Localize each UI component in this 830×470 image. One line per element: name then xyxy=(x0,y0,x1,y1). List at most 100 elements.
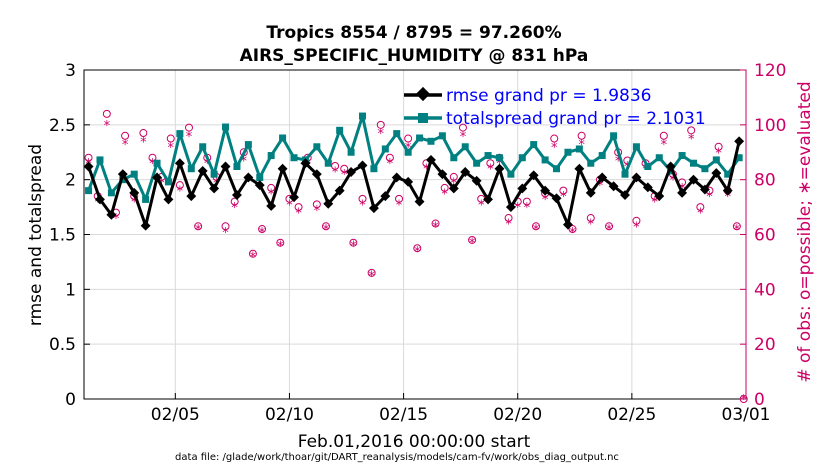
obs-possible-point xyxy=(340,164,349,173)
totalspread-point xyxy=(678,152,686,160)
obs-evaluated-point: * xyxy=(615,154,622,169)
rmse-line xyxy=(87,140,741,228)
obs-possible-point xyxy=(248,249,257,258)
legend-rmse-marker xyxy=(415,86,431,102)
obs-evaluated-point: * xyxy=(387,157,394,172)
obs-evaluated-point: * xyxy=(441,187,448,202)
rmse-point xyxy=(346,167,357,177)
totalspread-point xyxy=(358,112,366,120)
totalspread-point xyxy=(712,156,720,164)
totalspread-point xyxy=(427,137,435,145)
obs-evaluated-point: * xyxy=(286,198,293,213)
obs-evaluated-point: * xyxy=(651,196,658,211)
obs-possible-point xyxy=(121,131,130,140)
obs-possible-point xyxy=(449,172,458,181)
totalspread-point xyxy=(96,156,104,164)
obs-evaluated-point: * xyxy=(734,223,741,238)
rmse-point xyxy=(323,198,334,209)
obs-evaluated-point: * xyxy=(378,127,385,142)
obs-possible-point xyxy=(367,268,376,277)
rmse-point xyxy=(699,184,710,195)
obs-evaluated-point: * xyxy=(222,226,229,241)
totalspread-point xyxy=(210,170,218,178)
totalspread-point xyxy=(142,195,150,203)
obs-possible-point xyxy=(568,225,577,234)
rmse-point xyxy=(414,196,425,207)
obs-possible-point xyxy=(166,134,175,143)
obs-possible-point xyxy=(468,235,477,244)
obs-evaluated-point: * xyxy=(740,393,747,408)
rmse-point xyxy=(551,193,562,204)
obs-evaluated-point: * xyxy=(560,190,567,205)
totalspread-point xyxy=(735,154,743,162)
rmse-point xyxy=(266,201,277,211)
rmse-point xyxy=(437,169,448,180)
left-y-tick-label: 1.5 xyxy=(49,226,76,246)
rmse-point xyxy=(129,187,140,198)
obs-evaluated-point: * xyxy=(122,138,129,153)
obs-possible-point xyxy=(221,222,230,231)
obs-evaluated-point: * xyxy=(368,270,375,285)
rmse-point xyxy=(334,185,345,196)
totalspread-point xyxy=(701,165,709,173)
obs-evaluated-point: * xyxy=(551,141,558,156)
rmse-point xyxy=(95,194,105,205)
obs-possible-point xyxy=(504,214,513,223)
rmse-point xyxy=(311,169,322,180)
chart-title-line1: Tropics 8554 / 8795 = 97.260% xyxy=(266,23,561,43)
obs-evaluated-point: * xyxy=(697,207,704,222)
obs-evaluated-point: * xyxy=(505,218,512,233)
rmse-point xyxy=(642,182,653,193)
obs-evaluated-point: * xyxy=(688,133,695,148)
legend: rmse grand pr = 1.9836 totalspread grand… xyxy=(404,86,706,129)
obs-evaluated-point: * xyxy=(204,157,211,172)
legend-totalspread-label: totalspread grand pr = 2.1031 xyxy=(446,109,706,129)
rmse-point xyxy=(186,191,197,202)
totalspread-point xyxy=(587,159,595,167)
obs-evaluated-point: * xyxy=(405,141,412,156)
rmse-point xyxy=(665,161,676,172)
totalspread-point xyxy=(222,123,230,131)
totalspread-point xyxy=(381,145,389,153)
obs-possible-point xyxy=(385,153,394,162)
left-y-axis-ticks: 0 0.5 1 1.5 2 2.5 3 xyxy=(49,61,90,410)
obs-possible-point xyxy=(559,186,568,195)
obs-evaluated-point: * xyxy=(588,218,595,233)
rmse-point xyxy=(243,172,254,183)
rmse-point xyxy=(734,136,745,147)
obs-possible-point xyxy=(486,159,495,168)
right-y-tick-label: 80 xyxy=(754,171,776,191)
obs-evaluated-point: * xyxy=(94,196,101,211)
rmse-point xyxy=(391,172,402,183)
obs-possible-point xyxy=(349,238,358,247)
obs-evaluated-point: * xyxy=(295,207,302,222)
rmse-point xyxy=(163,194,174,205)
obs-possible-point xyxy=(696,203,705,212)
totalspread-point xyxy=(621,170,629,178)
obs-evaluated-point: * xyxy=(231,201,238,216)
obs-possible-point xyxy=(194,222,203,231)
totalspread-point xyxy=(598,152,606,160)
obs-evaluated-point: * xyxy=(606,223,613,238)
totalspread-point xyxy=(655,154,663,162)
rmse-point xyxy=(688,174,699,185)
totalspread-point xyxy=(610,132,618,140)
rmse-point xyxy=(711,168,722,179)
obs-evaluated-point: * xyxy=(131,196,138,211)
obs-evaluated-point: * xyxy=(350,239,357,254)
legend-rmse-label: rmse grand pr = 1.9836 xyxy=(446,86,651,106)
legend-totalspread-marker xyxy=(418,113,428,123)
totalspread-point xyxy=(689,159,697,167)
x-axis-ticks: 02/05 02/10 02/15 02/20 02/25 03/01 xyxy=(151,393,771,425)
totalspread-point xyxy=(233,163,241,171)
rmse-point xyxy=(220,161,231,172)
obs-possible-point xyxy=(84,153,93,162)
obs-evaluated-point: * xyxy=(323,223,330,238)
totalspread-point xyxy=(267,152,275,160)
obs-possible-point xyxy=(185,123,194,132)
obs-evaluated-point: * xyxy=(268,187,275,202)
obs-possible-point xyxy=(687,126,696,135)
rmse-point xyxy=(574,163,585,174)
obs-evaluated-point: * xyxy=(542,193,549,208)
